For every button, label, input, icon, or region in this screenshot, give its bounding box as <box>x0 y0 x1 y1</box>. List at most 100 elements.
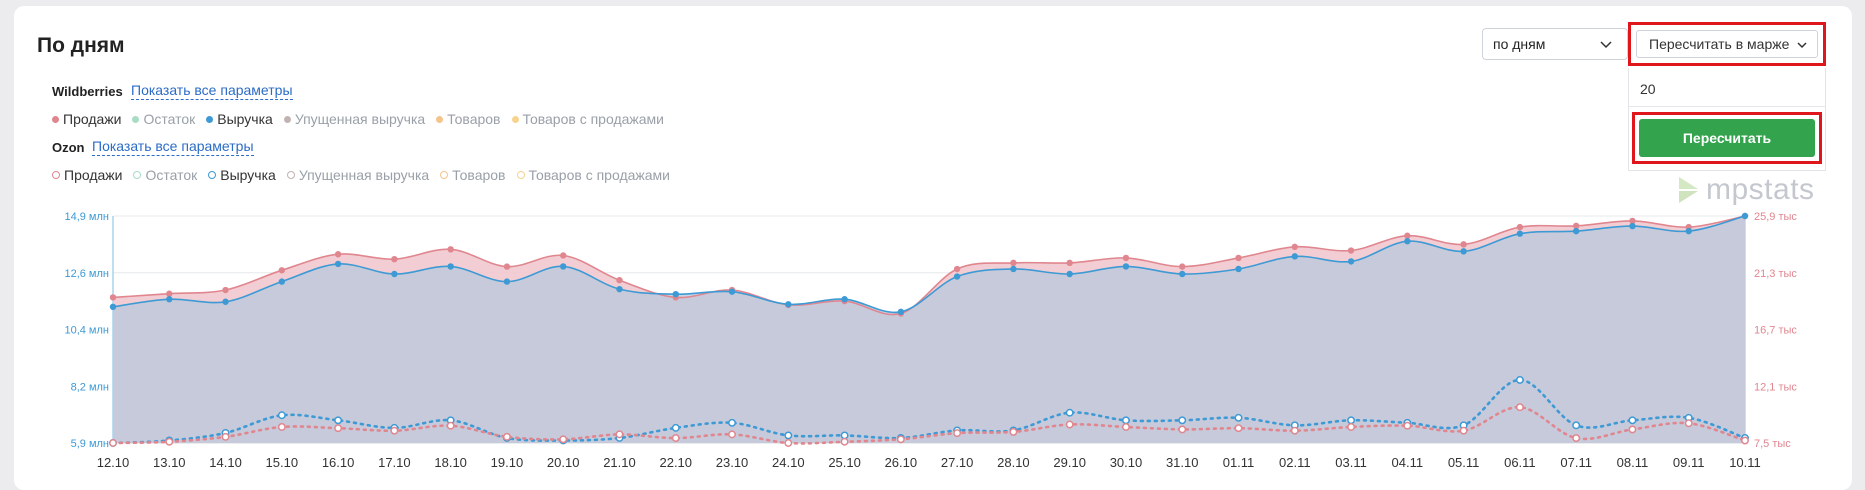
y-left-tick-label: 14,9 млн <box>64 211 109 223</box>
x-tick-label: 16.10 <box>322 455 355 470</box>
ozon-продажи-point <box>1515 403 1524 412</box>
wildberries-legend-item[interactable]: Остаток <box>132 111 195 127</box>
ozon-show-all-link[interactable]: Показать все параметры <box>92 138 254 156</box>
dropdown-divider <box>1629 106 1825 107</box>
wildberries-продажи-point <box>334 251 342 258</box>
legend-marker-icon <box>516 171 525 179</box>
legend-marker-icon <box>440 171 449 179</box>
wildberries-продажи-point <box>503 263 511 270</box>
wildberries-продажи-point <box>616 276 623 284</box>
x-tick-label: 01.11 <box>1223 455 1255 470</box>
ozon-продажи-point <box>1065 420 1074 429</box>
recalc-margin-dropdown-highlight: Пересчитать в марже <box>1628 22 1826 66</box>
wildberries-выручка-point <box>1291 253 1298 260</box>
wildberries-выручка-point <box>1741 212 1749 220</box>
ozon-продажи-point <box>221 432 230 441</box>
ozon-legend: Продажи Остаток Выручка Упущенная выручка То… <box>52 167 681 183</box>
x-tick-label: 02.11 <box>1279 455 1311 470</box>
wildberries-продажи-point <box>1460 241 1467 248</box>
ozon-продажи-point <box>615 430 624 439</box>
wildberries-legend-item[interactable]: Товаров <box>436 111 501 127</box>
legend-marker-icon <box>436 115 444 123</box>
ozon-legend-item[interactable]: Упущенная выручка <box>286 167 430 183</box>
ozon-выручка-point <box>1628 416 1637 425</box>
x-tick-label: 28.10 <box>997 455 1030 470</box>
recalc-button[interactable]: Пересчитать <box>1639 119 1815 157</box>
wildberries-выручка-point <box>503 278 511 285</box>
wildberries-выручка-point <box>1516 230 1524 237</box>
wildberries-продажи-point <box>1516 223 1524 231</box>
legend-label: Упущенная выручка <box>298 167 430 183</box>
wildberries-продажи-point <box>560 252 567 259</box>
wildberries-продажи-point <box>1347 247 1355 254</box>
wildberries-продажи-point <box>1010 259 1017 267</box>
ozon-продажи-point <box>446 421 455 430</box>
ozon-продажи-point <box>334 424 343 433</box>
ozon-продажи-point <box>1741 436 1749 445</box>
wildberries-выручка-point <box>1404 238 1411 245</box>
legend-label: Выручка <box>217 111 273 127</box>
margin-percent-input[interactable] <box>1640 78 1810 100</box>
ozon-выручка-point <box>334 416 343 425</box>
wildberries-выручка-point <box>1460 248 1467 255</box>
ozon-выручка-point <box>728 418 736 427</box>
wildberries-продажи-point <box>447 246 454 253</box>
wildberries-выручка-point <box>334 260 342 268</box>
ozon-выручка-point <box>671 423 680 432</box>
legend-marker-icon <box>286 171 295 179</box>
ozon-legend-item[interactable]: Остаток <box>133 167 197 183</box>
wildberries-legend-item[interactable]: Продажи <box>52 111 121 127</box>
period-select-value: по дням <box>1493 36 1546 52</box>
x-tick-label: 15.10 <box>266 455 299 470</box>
wildberries-выручка-area <box>113 216 1745 443</box>
wildberries-legend-item[interactable]: Товаров с продажами <box>511 111 665 127</box>
x-tick-label: 21.10 <box>603 455 636 470</box>
legend-label: Остаток <box>143 111 196 127</box>
wildberries-продажи-point <box>1235 254 1242 262</box>
wildberries-legend-item[interactable]: Упущенная выручка <box>283 111 425 127</box>
x-tick-label: 09.11 <box>1673 455 1705 470</box>
wildberries-выручка-point <box>728 288 736 295</box>
x-tick-label: 05.11 <box>1448 455 1480 470</box>
wildberries-выручка-point <box>953 273 961 280</box>
legend-marker-icon <box>206 115 214 123</box>
ozon-legend-item[interactable]: Выручка <box>208 167 276 183</box>
ozon-выручка-point <box>1234 413 1243 422</box>
wildberries-продажи-point <box>1066 259 1073 267</box>
wildberries-продажи-point <box>391 255 398 263</box>
wildberries-продажи-point <box>166 290 173 297</box>
x-tick-label: 14.10 <box>209 455 242 470</box>
wildberries-выручка-point <box>897 308 905 316</box>
chevron-down-icon <box>1599 37 1613 54</box>
recalc-button-highlight: Пересчитать <box>1632 112 1822 164</box>
x-tick-label: 31.10 <box>1166 455 1199 470</box>
period-select[interactable]: по дням <box>1482 28 1628 60</box>
ozon-продажи-point <box>277 423 286 431</box>
ozon-продажи-point <box>953 429 962 438</box>
y-right-tick-label: 25,9 тыс <box>1754 211 1797 223</box>
wildberries-legend: Продажи Остаток Выручка Упущенная выручка То… <box>52 111 675 127</box>
ozon-продажи-point <box>840 437 849 446</box>
legend-label: Продажи <box>64 167 123 183</box>
legend-label: Товаров с продажами <box>522 111 665 127</box>
x-tick-label: 26.10 <box>885 455 918 470</box>
recalc-margin-dropdown-label: Пересчитать в марже <box>1649 36 1790 52</box>
wildberries-legend-item[interactable]: Выручка <box>206 111 273 127</box>
wildberries-show-all-link[interactable]: Показать все параметры <box>131 82 293 100</box>
wildberries-выручка-point <box>109 303 117 310</box>
ozon-legend-item[interactable]: Товаров с продажами <box>516 167 670 183</box>
brand-logo: mpstats <box>1676 173 1815 207</box>
wildberries-выручка-point <box>672 290 679 298</box>
x-tick-label: 12.10 <box>97 455 130 470</box>
ozon-продажи-point <box>1009 427 1018 436</box>
ozon-выручка-point <box>1065 408 1074 417</box>
recalc-margin-dropdown[interactable]: Пересчитать в марже <box>1636 30 1818 58</box>
x-tick-label: 17.10 <box>378 455 411 470</box>
ozon-выручка-point <box>1122 416 1130 425</box>
legend-marker-icon <box>132 115 140 123</box>
x-tick-label: 08.11 <box>1617 455 1649 470</box>
ozon-legend-item[interactable]: Продажи <box>52 167 122 183</box>
wildberries-выручка-point <box>1066 270 1073 278</box>
ozon-legend-item[interactable]: Товаров <box>440 167 506 183</box>
